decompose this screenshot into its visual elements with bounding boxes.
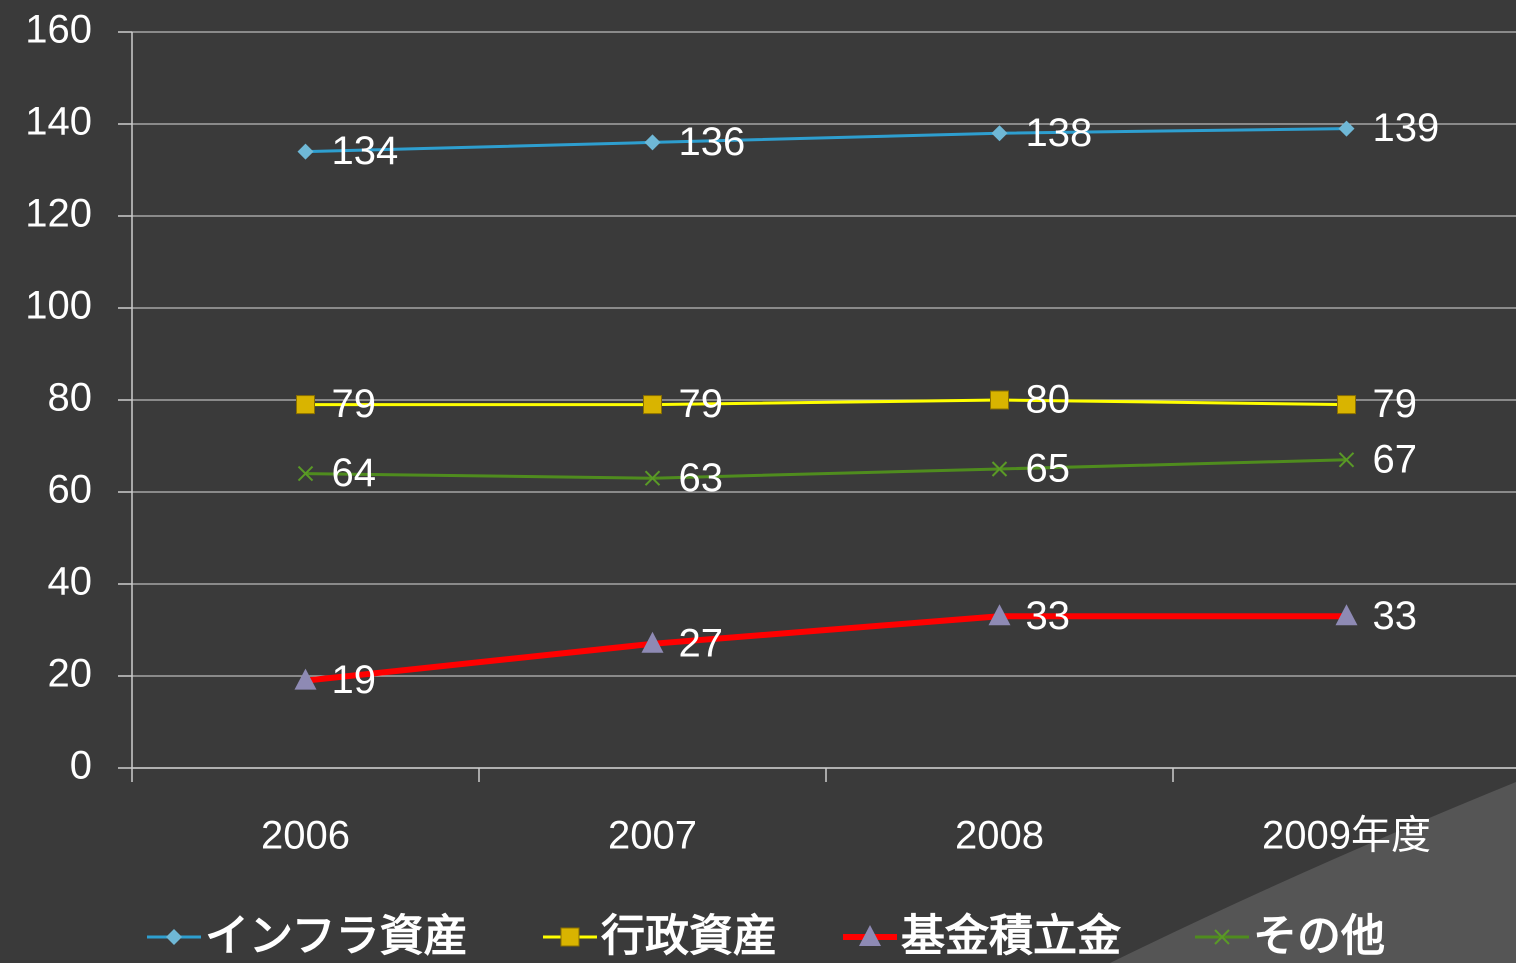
data-label: 79 [1373, 382, 1418, 426]
point-marker [644, 470, 661, 486]
x-tick-label: 2009年度 [1262, 814, 1431, 858]
y-tick-label: 80 [48, 376, 93, 420]
legend-label: 基金積立金 [901, 911, 1122, 962]
point-marker [991, 461, 1008, 477]
point-marker [294, 668, 317, 690]
point-marker [643, 395, 662, 415]
legend-label: その他 [1253, 911, 1385, 962]
data-label: 136 [679, 120, 746, 164]
legend-marker [560, 927, 580, 947]
x-tick-label: 2006 [261, 814, 350, 858]
y-tick-label: 60 [48, 468, 93, 512]
legend-label: 行政資産 [601, 911, 777, 962]
data-label: 139 [1373, 106, 1440, 150]
point-marker [297, 465, 314, 482]
y-tick-label: 40 [48, 560, 93, 604]
corner-decoration [1110, 782, 1516, 963]
legend-label: インフラ資産 [205, 911, 468, 962]
point-marker [296, 395, 315, 415]
point-marker [1338, 452, 1355, 468]
point-marker [991, 125, 1008, 142]
point-marker [641, 631, 664, 653]
data-label: 65 [1026, 447, 1071, 491]
x-tick-label: 2007 [608, 814, 697, 858]
data-label: 134 [332, 129, 399, 173]
y-tick-label: 160 [25, 8, 92, 52]
series-line [305, 613, 1347, 684]
data-label: 79 [332, 382, 377, 426]
y-tick-label: 140 [25, 100, 92, 144]
data-label: 79 [679, 382, 724, 426]
legend-marker [859, 925, 881, 946]
point-marker [1337, 395, 1356, 415]
x-tick-label: 2008 [955, 814, 1044, 858]
legend-marker [1214, 929, 1230, 945]
data-label: 80 [1026, 378, 1071, 422]
data-label: 67 [1373, 437, 1418, 481]
data-label: 27 [679, 621, 724, 665]
series-line [305, 398, 1347, 407]
y-tick-label: 0 [70, 744, 92, 788]
point-marker [1338, 120, 1355, 137]
data-label: 63 [679, 456, 724, 500]
y-tick-label: 100 [25, 284, 92, 328]
data-label: 33 [1026, 594, 1071, 638]
y-tick-label: 120 [25, 192, 92, 236]
series-line [305, 127, 1347, 154]
point-marker [644, 134, 661, 151]
data-label: 64 [332, 451, 377, 495]
data-label: 19 [332, 658, 377, 702]
series-line [305, 458, 1347, 480]
legend-marker [166, 929, 182, 945]
point-marker [297, 143, 314, 160]
point-marker [1335, 604, 1358, 626]
data-label: 138 [1026, 111, 1093, 155]
point-marker [990, 390, 1009, 410]
data-label: 33 [1373, 594, 1418, 638]
y-tick-label: 20 [48, 652, 93, 696]
point-marker [988, 604, 1011, 626]
